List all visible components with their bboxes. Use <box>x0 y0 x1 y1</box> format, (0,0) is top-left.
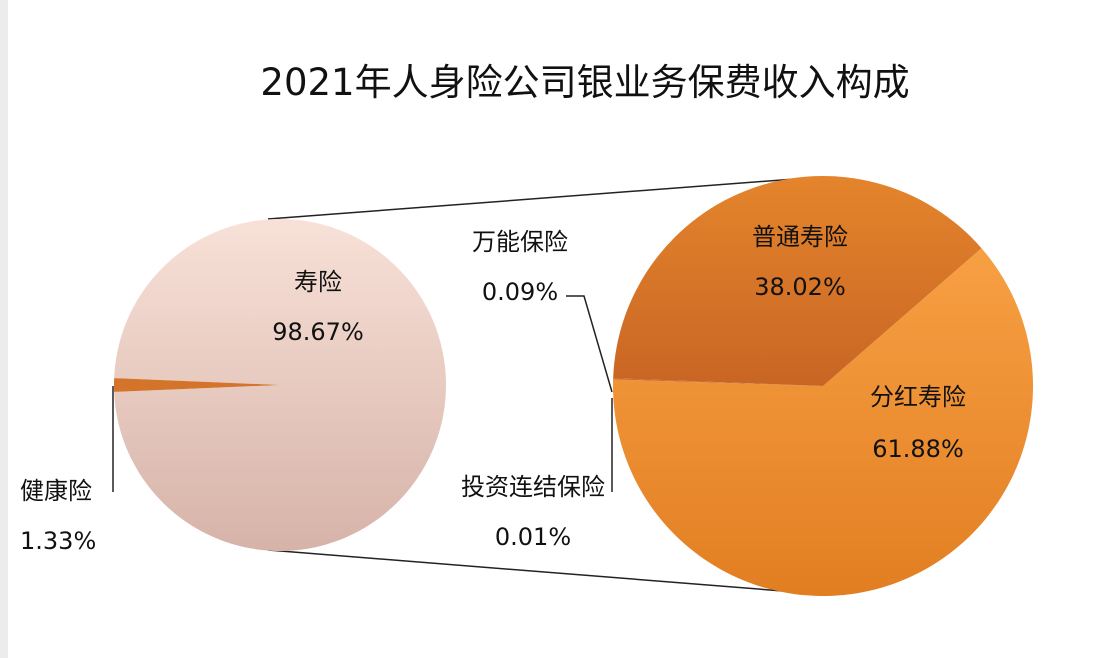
slice-life <box>114 218 446 552</box>
slice-name-unit-linked: 投资连结保险 <box>461 473 605 501</box>
slice-value-participating-life: 61.88% <box>872 435 964 463</box>
slice-value-life: 98.67% <box>272 318 364 346</box>
slice-participating-life <box>612 248 1033 597</box>
secondary-pie <box>612 175 1033 597</box>
slice-value-ordinary-life: 38.02% <box>754 273 846 301</box>
slice-ordinary-life <box>613 175 982 386</box>
slice-name-health: 健康险 <box>20 477 92 505</box>
slice-name-ordinary-life: 普通寿险 <box>752 223 848 251</box>
slice-value-health: 1.33% <box>20 527 96 555</box>
slice-name-participating-life: 分红寿险 <box>870 383 966 411</box>
slice-value-unit-linked: 0.01% <box>495 523 571 551</box>
leader-line-universal <box>566 295 613 393</box>
chart-title: 2021年人身险公司银业务保费收入构成 <box>260 61 909 104</box>
connector-line-bottom <box>267 549 809 594</box>
primary-pie <box>113 218 446 552</box>
slice-health <box>113 378 280 392</box>
slice-name-life: 寿险 <box>294 268 342 296</box>
slice-name-universal: 万能保险 <box>472 228 568 256</box>
slice-value-universal: 0.09% <box>482 278 558 306</box>
connector-line-top <box>267 177 809 220</box>
slice-universal <box>613 378 823 386</box>
left-border-strip <box>0 0 8 658</box>
